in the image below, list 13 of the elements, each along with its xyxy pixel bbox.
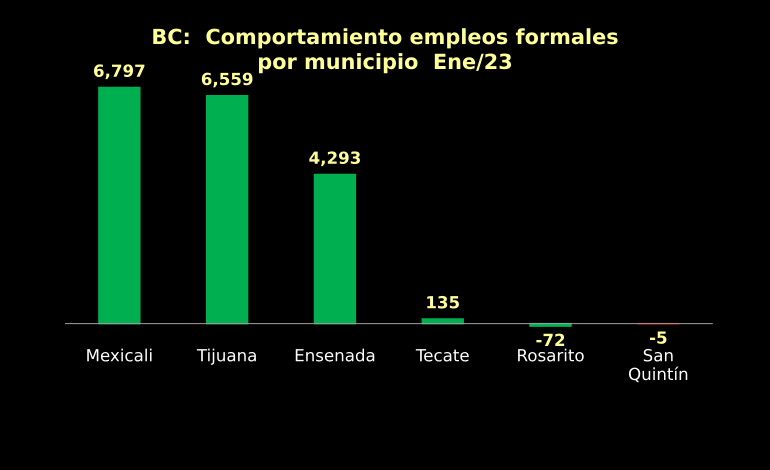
x-tick-label: Ensenada — [296, 348, 374, 362]
x-tick-label: Tecate — [416, 349, 469, 362]
data-label: 4,293 — [309, 151, 360, 166]
data-label: 6,797 — [94, 64, 144, 80]
data-label: -72 — [536, 334, 564, 346]
chart-title: BC: Comportamiento empleos formales por municipio Ene/23 — [153, 28, 618, 74]
x-tick-label: Rosarito — [518, 348, 584, 362]
x-tick-label: Tijuana — [196, 348, 256, 365]
data-label: 135 — [427, 296, 459, 309]
x-tick-label: San Quintín — [628, 348, 688, 382]
x-tick-label: Mexicali — [87, 348, 152, 362]
data-label: 6,559 — [202, 72, 252, 88]
data-label: -5 — [650, 331, 666, 344]
